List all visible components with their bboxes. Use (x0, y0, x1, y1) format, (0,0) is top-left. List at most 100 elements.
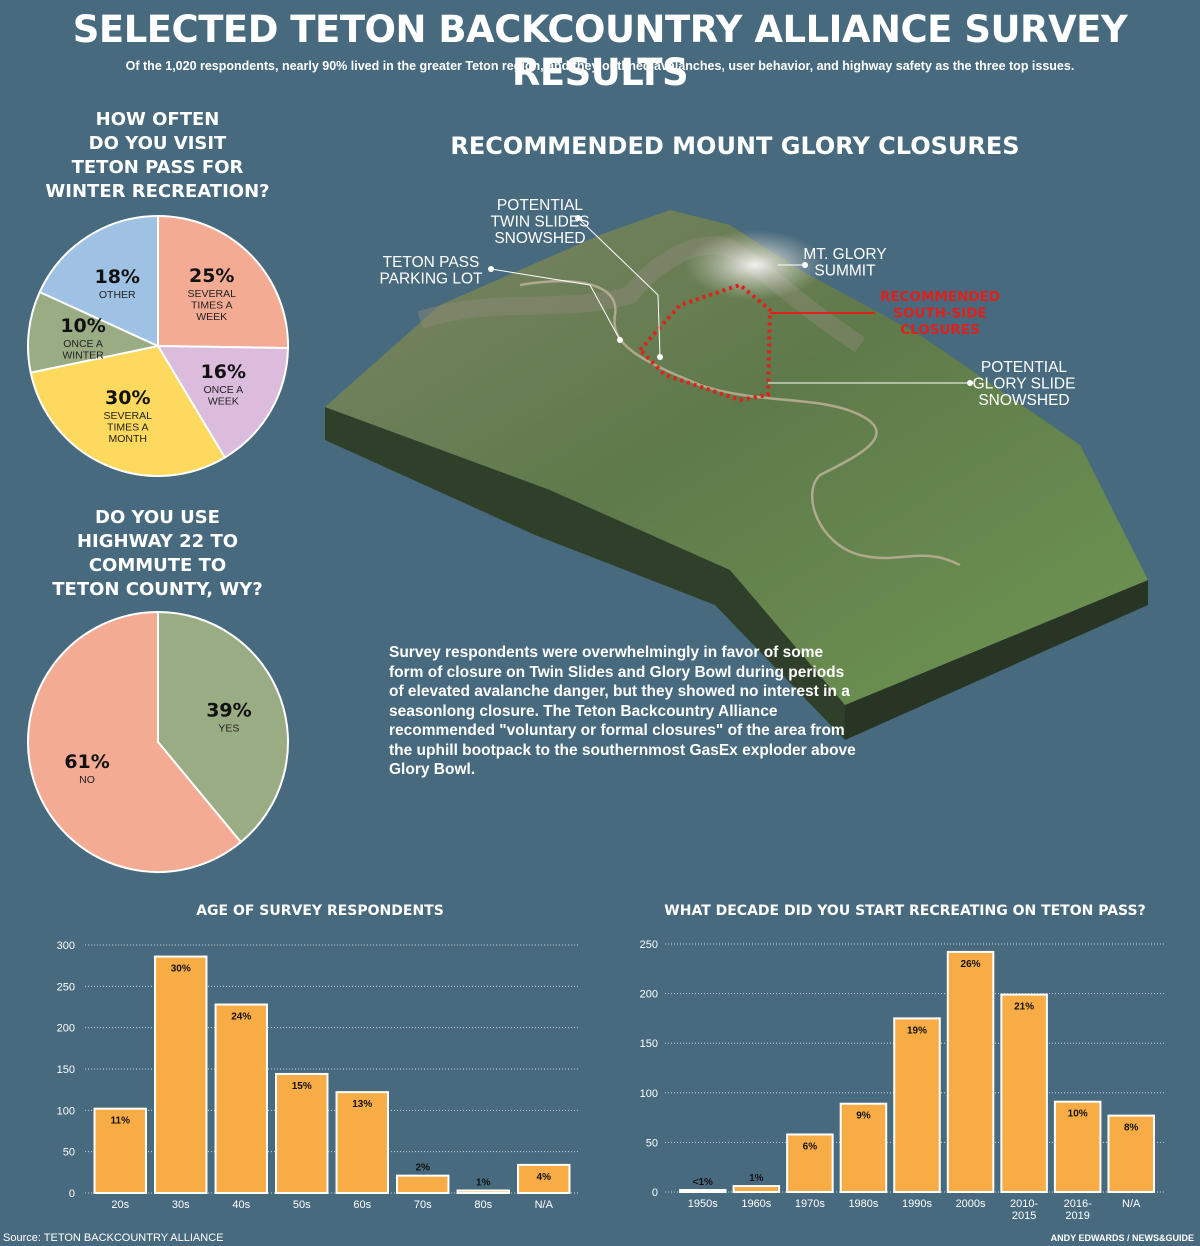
highway-commute-slice-1-percent: 61% (64, 751, 109, 773)
decade-ytick-4: 200 (640, 989, 658, 1001)
narrative-text: Survey respondents were overwhelmingly i… (389, 644, 856, 778)
twin-slides-label: POTENTIAL TWIN SLIDES SNOWSHED (490, 197, 589, 247)
age-category-1: 30s (172, 1199, 190, 1211)
visit-frequency-slice-1-percent: 16% (201, 361, 246, 383)
source-note: Source: TETON BACKCOUNTRY ALLIANCE (3, 1232, 224, 1244)
visit-frequency-slice-2-percent: 30% (105, 387, 150, 409)
visit-frequency-slice-3-label-1: WINTER (62, 350, 104, 362)
decade-bar-3-label: 9% (856, 1111, 871, 1122)
closures-label: RECOMMENDED SOUTH-SIDE CLOSURES (880, 289, 1000, 338)
age-bar-3-label: 15% (292, 1081, 312, 1092)
parking-dot (488, 266, 494, 272)
highway-commute-slice-0 (157, 610, 289, 844)
visit-frequency-slice-3-label-0: ONCE A (63, 338, 103, 350)
age-bar-6 (456, 1189, 510, 1194)
decade-category-1: 1960s (741, 1198, 771, 1210)
decade-category-7-line-1: 2019 (1065, 1210, 1089, 1222)
south-side-closure-area (637, 282, 773, 403)
decade-bar-8-label: 8% (1124, 1123, 1139, 1134)
map-title: RECOMMENDED MOUNT GLORY CLOSURES (450, 132, 1020, 160)
decade-bar-8 (1107, 1114, 1155, 1193)
parking-marker (617, 337, 623, 343)
visit-frequency-slice-0-label-0: SEVERAL (188, 288, 237, 300)
visit-frequency-slice-2-label-0: SEVERAL (104, 410, 153, 422)
visit-frequency-slice-2-label-1: TIMES A (107, 421, 148, 433)
decade-bar-1-label: 1% (749, 1173, 764, 1184)
age-chart-title: AGE OF SURVEY RESPONDENTS (196, 903, 444, 919)
visit-frequency-slice-1-label-0: ONCE A (203, 384, 243, 396)
age-ytick-1: 50 (63, 1147, 75, 1159)
highway-commute-slice-0-percent: 39% (206, 700, 251, 722)
age-bar-2-label: 24% (231, 1012, 251, 1023)
visit-frequency-slice-1-label-1: WEEK (208, 396, 239, 408)
age-bar-4-label: 13% (352, 1099, 372, 1110)
highway-commute-slice-0-label-0: YES (218, 723, 239, 735)
decade-bar-0 (679, 1189, 727, 1193)
age-ytick-6: 300 (57, 940, 75, 952)
summit-label: MT. GLORY SUMMIT (803, 246, 886, 280)
twin-slides-leader (577, 217, 659, 296)
twin-slides-dot (575, 215, 581, 221)
decade-bar-7-label: 10% (1068, 1109, 1088, 1120)
decade-bar-chart: 0 50 100 150 200 250 <1% 1950s 1% 1960s 6% 1970s 9% 1… (640, 939, 1166, 1222)
age-category-4: 60s (353, 1199, 371, 1211)
age-category-5: 70s (414, 1199, 432, 1211)
age-bar-1 (154, 955, 208, 1194)
terrain-block-front (845, 580, 1148, 740)
page-title: SELECTED TETON BACKCOUNTRY ALLIANCE SURV… (72, 8, 1128, 94)
page-subtitle: Of the 1,020 respondents, nearly 90% liv… (125, 59, 1075, 73)
parking-leader-2 (589, 284, 621, 341)
visit-frequency-slice-4-percent: 18% (94, 266, 139, 288)
twin-slides-leader-2 (657, 294, 661, 358)
credit-note: ANDY EDWARDS / NEWS&GUIDE (1050, 1233, 1194, 1243)
highway-road (519, 280, 961, 567)
glory-slide-label: POTENTIAL GLORY SLIDE SNOWSHED (973, 359, 1076, 409)
twin-slides-marker (657, 354, 663, 360)
mount-glory-terrain-map: POTENTIAL TWIN SLIDES SNOWSHED TETON PASS P… (325, 197, 1148, 740)
visit-frequency-slice-3 (27, 290, 162, 374)
decade-category-0: 1950s (688, 1198, 718, 1210)
age-bar-5-label: 2% (416, 1163, 431, 1174)
age-category-2: 40s (232, 1199, 250, 1211)
highway-commute-slice-1-label-0: NO (79, 774, 95, 786)
visit-frequency-slice-2 (29, 344, 227, 477)
summit-dot (802, 262, 808, 268)
age-bar-6-label: 1% (476, 1178, 491, 1189)
age-category-0: 20s (111, 1199, 129, 1211)
visit-frequency-title: HOW OFTEN DO YOU VISIT TETON PASS FOR WI… (45, 109, 270, 202)
age-ytick-3: 150 (57, 1064, 75, 1076)
highway-commute-slice-1 (27, 610, 243, 873)
age-bar-7 (517, 1163, 571, 1194)
decade-category-7: 2016- (1064, 1198, 1092, 1210)
age-ytick-0: 0 (69, 1188, 75, 1200)
glory-slide-dot (967, 380, 973, 386)
age-bar-5 (396, 1174, 450, 1194)
parking-leader (490, 268, 591, 286)
terrain-surface (325, 210, 1148, 705)
decade-ytick-0: 0 (652, 1187, 658, 1199)
age-bar-3 (275, 1072, 329, 1195)
snow-cap (685, 230, 825, 300)
decade-bar-7 (1053, 1100, 1102, 1193)
decade-bar-6 (1000, 993, 1048, 1194)
visit-frequency-slice-4-label-0: OTHER (99, 289, 136, 301)
visit-frequency-slice-4 (38, 214, 159, 348)
age-ytick-5: 250 (57, 981, 75, 993)
visit-frequency-slice-2-label-2: MONTH (109, 433, 148, 445)
visit-frequency-slice-3-percent: 10% (60, 315, 105, 337)
visit-frequency-slice-0-label-2: WEEK (196, 311, 227, 323)
decade-bar-4 (893, 1017, 941, 1194)
decade-category-3: 1980s (848, 1198, 878, 1210)
decade-category-4: 1990s (902, 1198, 932, 1210)
decade-ytick-3: 150 (640, 1038, 658, 1050)
age-bar-2 (214, 1003, 268, 1194)
age-bar-1-label: 30% (171, 964, 191, 975)
age-category-3: 50s (293, 1199, 311, 1211)
decade-bar-3 (839, 1102, 888, 1194)
highway-commute-title: DO YOU USE HIGHWAY 22 TO COMMUTE TO TETO… (52, 507, 263, 600)
decade-category-5: 2000s (956, 1198, 986, 1210)
age-ytick-4: 200 (57, 1023, 75, 1035)
age-bar-4 (335, 1091, 389, 1194)
age-category-6: 80s (474, 1199, 492, 1211)
